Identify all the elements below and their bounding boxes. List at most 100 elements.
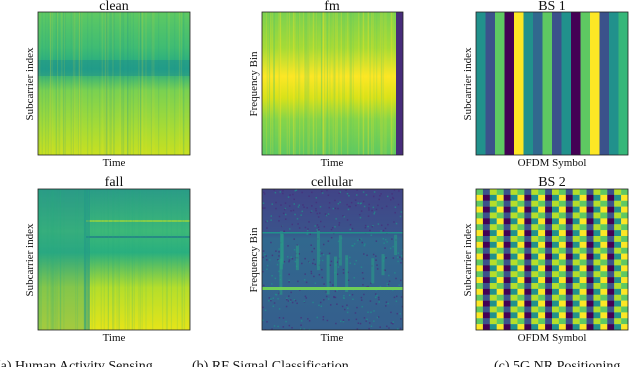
texture [351, 227, 354, 230]
texture [579, 241, 587, 248]
texture [342, 272, 345, 274]
texture [558, 306, 567, 313]
texture [531, 288, 539, 295]
texture [579, 206, 587, 213]
texture [321, 192, 324, 194]
texture [273, 12, 275, 155]
texture [392, 245, 394, 248]
texture [60, 189, 62, 330]
texture [329, 264, 332, 266]
texture [297, 223, 299, 225]
texture [360, 238, 362, 240]
texture [600, 271, 608, 278]
texture [503, 294, 511, 301]
texture [476, 259, 484, 266]
texture [305, 297, 308, 299]
y-label: Subcarrier index [24, 47, 36, 120]
texture [593, 236, 601, 243]
texture [297, 280, 299, 283]
texture [558, 200, 567, 207]
texture [264, 207, 266, 209]
texture [607, 318, 615, 325]
texture [572, 277, 580, 284]
texture [391, 196, 394, 199]
texture [262, 306, 264, 309]
texture [394, 206, 397, 208]
texture [152, 189, 154, 330]
texture [614, 247, 622, 254]
texture [531, 200, 539, 207]
texture [607, 288, 615, 295]
texture [580, 12, 591, 155]
texture [579, 277, 587, 284]
texture [337, 207, 339, 210]
texture [104, 12, 106, 155]
texture [531, 265, 539, 272]
texture [538, 288, 546, 295]
texture [565, 283, 573, 290]
texture [127, 189, 129, 330]
texture [332, 12, 334, 155]
texture [476, 236, 484, 243]
texture [510, 312, 518, 319]
texture [350, 12, 352, 155]
texture [482, 189, 491, 196]
texture [545, 218, 553, 225]
texture [496, 271, 504, 278]
texture [277, 260, 280, 262]
texture [476, 288, 484, 295]
texture [524, 206, 532, 213]
texture [356, 328, 359, 330]
texture [400, 255, 403, 257]
frame [261, 11, 404, 156]
texture [275, 293, 278, 296]
texture [301, 262, 303, 265]
texture [510, 206, 518, 213]
texture [600, 236, 608, 243]
texture [336, 289, 338, 292]
texture [298, 204, 301, 206]
texture [268, 297, 271, 299]
texture [496, 241, 504, 248]
texture [379, 326, 381, 328]
texture [348, 195, 350, 197]
texture [552, 271, 560, 278]
texture [531, 271, 539, 278]
texture [329, 12, 331, 155]
texture [145, 12, 147, 155]
texture [322, 12, 324, 155]
texture [349, 223, 352, 226]
texture [545, 253, 553, 260]
texture [614, 241, 622, 248]
texture [105, 12, 107, 155]
texture [332, 284, 334, 286]
texture [586, 189, 594, 196]
texture [343, 215, 345, 218]
texture [301, 210, 303, 213]
texture [274, 191, 277, 194]
texture [138, 12, 140, 155]
texture [607, 218, 615, 225]
texture [317, 226, 320, 228]
texture [367, 12, 370, 155]
texture [572, 259, 580, 266]
texture [50, 12, 52, 155]
texture [321, 268, 323, 271]
texture [337, 202, 340, 205]
texture [579, 306, 587, 313]
texture [284, 207, 287, 210]
texture [369, 12, 371, 155]
texture [510, 218, 518, 225]
texture [40, 189, 42, 330]
texture [600, 324, 608, 331]
texture [342, 320, 345, 323]
texture [362, 277, 365, 280]
texture [482, 212, 491, 219]
texture [531, 241, 539, 248]
texture [593, 247, 601, 254]
texture [621, 236, 629, 243]
texture [482, 312, 491, 319]
texture [607, 247, 615, 254]
texture [607, 241, 615, 248]
texture [349, 228, 352, 231]
